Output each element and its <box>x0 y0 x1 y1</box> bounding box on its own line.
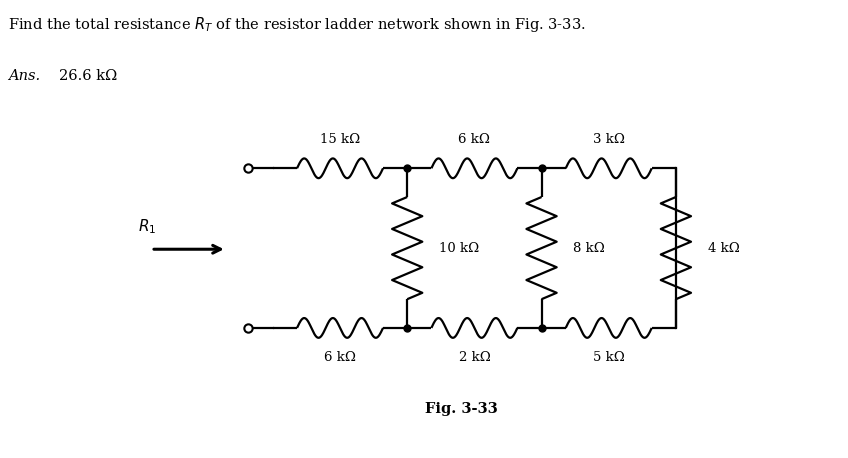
Text: 6 kΩ: 6 kΩ <box>324 351 356 364</box>
Text: 2 kΩ: 2 kΩ <box>459 351 490 364</box>
Text: 10 kΩ: 10 kΩ <box>439 242 479 255</box>
Text: 5 kΩ: 5 kΩ <box>593 351 625 364</box>
Text: 26.6 kΩ: 26.6 kΩ <box>59 69 117 83</box>
Text: $R_1$: $R_1$ <box>137 218 156 236</box>
Text: 4 kΩ: 4 kΩ <box>708 242 739 255</box>
Text: Ans.: Ans. <box>8 69 41 83</box>
Text: 3 kΩ: 3 kΩ <box>593 132 625 146</box>
Text: Find the total resistance $R_T$ of the resistor ladder network shown in Fig. 3-3: Find the total resistance $R_T$ of the r… <box>8 16 586 34</box>
Text: 8 kΩ: 8 kΩ <box>573 242 605 255</box>
Text: 6 kΩ: 6 kΩ <box>459 132 490 146</box>
Text: Fig. 3-33: Fig. 3-33 <box>426 402 498 416</box>
Text: 15 kΩ: 15 kΩ <box>320 132 360 146</box>
